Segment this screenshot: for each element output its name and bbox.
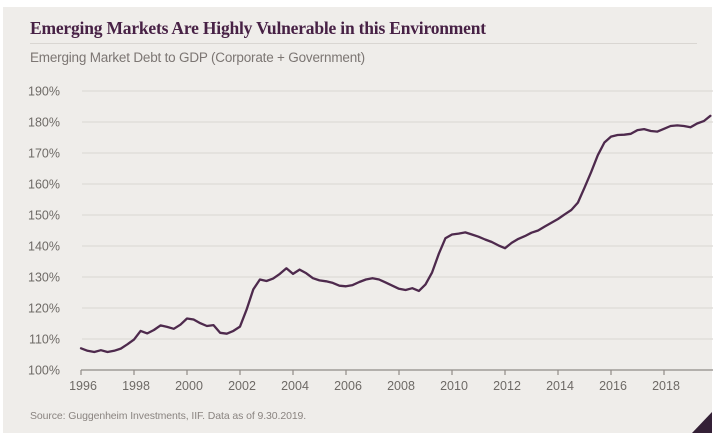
x-axis-label: 1996	[69, 379, 97, 393]
y-axis-label: 150%	[28, 209, 60, 223]
debt-to-gdp-line	[79, 114, 712, 354]
x-axis-label: 2018	[652, 379, 680, 393]
x-axis-label: 2004	[281, 379, 309, 393]
x-axis-label: 2008	[387, 379, 415, 393]
y-axis-label: 130%	[28, 271, 60, 285]
x-axis-label: 2014	[546, 379, 574, 393]
chart-title: Emerging Markets Are Highly Vulnerable i…	[30, 18, 697, 44]
y-axis-label: 170%	[28, 147, 60, 161]
x-axis-label: 2012	[493, 379, 521, 393]
y-axis-label: 110%	[29, 333, 60, 347]
x-axis-label: 2010	[440, 379, 468, 393]
chart-header: Emerging Markets Are Highly Vulnerable i…	[30, 18, 697, 65]
corner-decoration	[692, 412, 712, 433]
x-axis-label: 1998	[122, 379, 150, 393]
y-axis-label: 120%	[28, 302, 60, 316]
chart-plot: 100% 110% 120% 130% 140% 150% 160% 170% 180% 190%…	[28, 85, 713, 393]
chart-card: Emerging Markets Are Highly Vulnerable i…	[3, 7, 713, 433]
x-axis-label: 2016	[599, 379, 627, 393]
x-axis-label: 2000	[175, 379, 203, 393]
y-axis-label: 180%	[28, 116, 60, 130]
y-axis-label: 190%	[28, 85, 60, 99]
chart-subtitle: Emerging Market Debt to GDP (Corporate +…	[30, 50, 365, 65]
x-axis-label: 2006	[334, 379, 362, 393]
x-axis-label: 2002	[228, 379, 256, 393]
y-axis-label: 140%	[28, 240, 60, 254]
y-axis-label: 160%	[28, 178, 60, 192]
source-note: Source: Guggenheim Investments, IIF. Dat…	[30, 410, 307, 422]
y-axis-label: 100%	[28, 364, 60, 378]
